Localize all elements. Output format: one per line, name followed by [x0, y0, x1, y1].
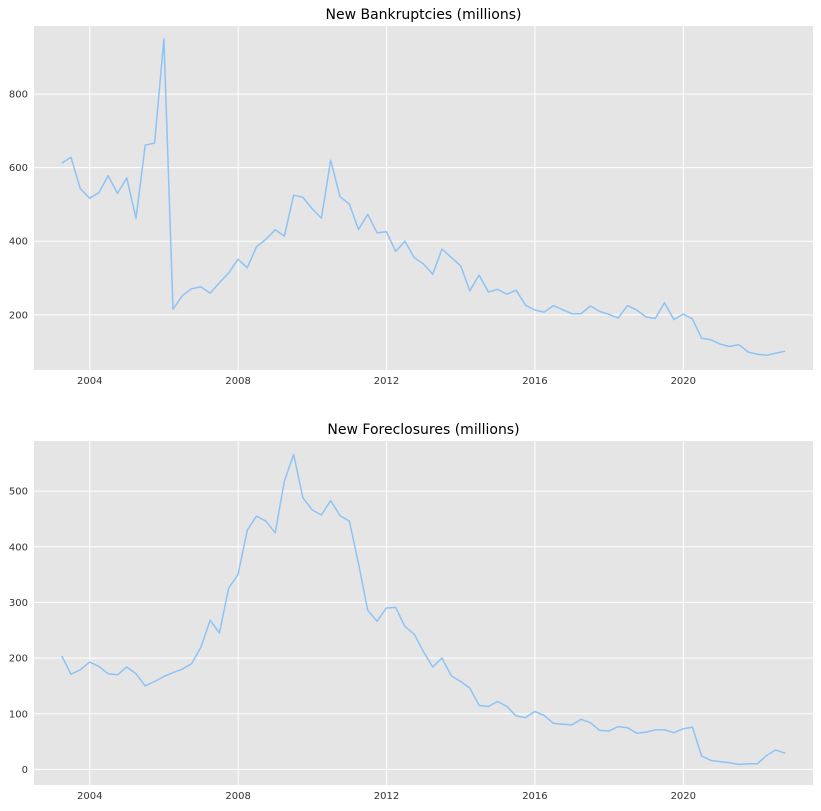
y-tick-label: 600 — [9, 163, 28, 174]
y-tick-label: 200 — [9, 654, 28, 665]
y-tick-label: 100 — [9, 709, 28, 720]
y-tick-label: 400 — [9, 237, 28, 248]
x-tick-label: 2004 — [77, 376, 102, 387]
y-tick-label: 200 — [9, 310, 28, 321]
plot-area — [34, 26, 813, 370]
x-tick-label: 2016 — [522, 791, 547, 802]
x-tick-label: 2004 — [77, 791, 102, 802]
chart-title: New Foreclosures (millions) — [327, 422, 519, 438]
series-line — [61, 453, 786, 766]
chart-bankruptcies: 2004 2008 2012 2016 2020 200 400 600 800 New Bank… — [9, 7, 813, 387]
x-tick-label: 2012 — [374, 376, 399, 387]
y-tick-label: 400 — [9, 542, 28, 553]
x-tick-label: 2016 — [522, 376, 547, 387]
series-line — [61, 38, 786, 357]
x-tick-label: 2020 — [671, 376, 696, 387]
plot-area — [34, 441, 813, 785]
x-tick-label: 2008 — [225, 376, 250, 387]
x-tick-label: 2020 — [671, 791, 696, 802]
y-tick-label: 0 — [22, 765, 28, 776]
chart-title: New Bankruptcies (millions) — [326, 7, 522, 23]
chart-foreclosures: 2004 2008 2012 2016 2020 0 100 200 300 400 500 New … — [9, 422, 813, 802]
y-tick-label: 500 — [9, 487, 28, 498]
y-tick-label: 800 — [9, 90, 28, 101]
y-tick-label: 300 — [9, 598, 28, 609]
x-tick-label: 2012 — [374, 791, 399, 802]
x-tick-label: 2008 — [225, 791, 250, 802]
